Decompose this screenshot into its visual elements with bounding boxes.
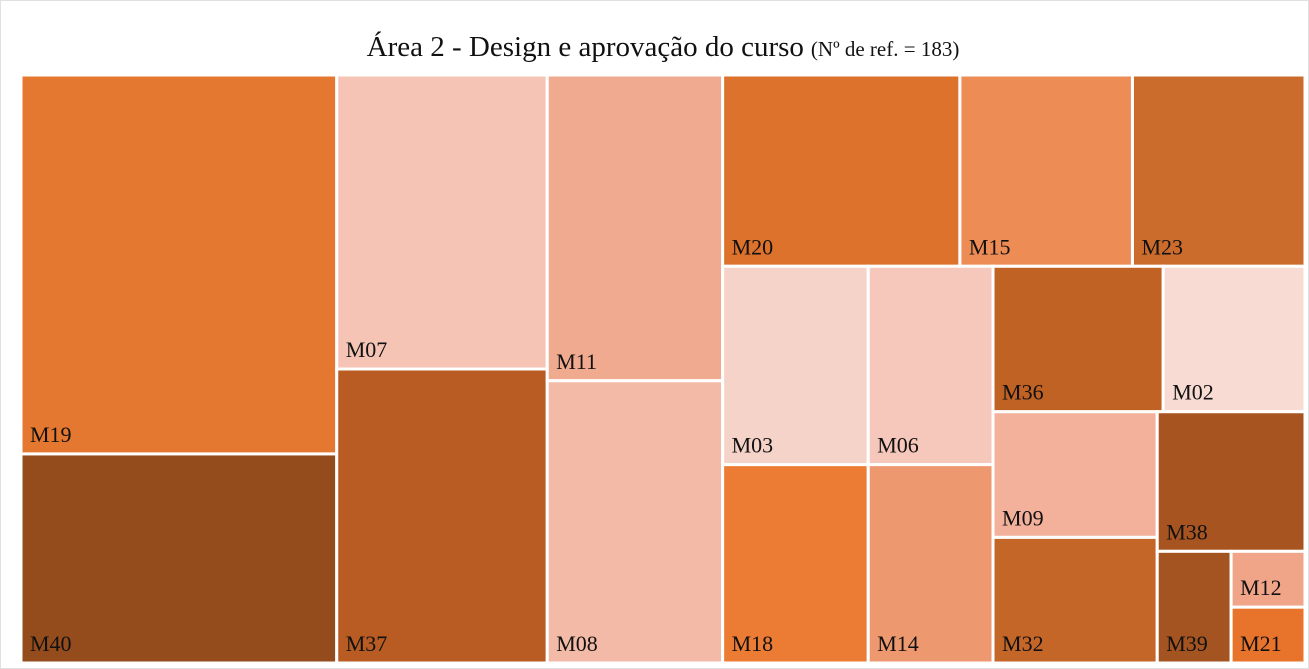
cell-label: M15 [969,234,1011,259]
cell-label: M21 [1240,631,1282,656]
cell-label: M11 [556,349,597,374]
chart-subtitle: (Nº de ref. = 183) [811,37,959,61]
cell-label: M36 [1002,380,1044,405]
treemap-cell [991,410,1159,539]
treemap-cell [866,264,995,467]
cell-label: M19 [30,422,72,447]
treemap-cell [545,73,725,383]
treemap-cell [958,73,1134,268]
cell-label: M20 [732,234,774,259]
cell-label: M08 [556,631,598,656]
cell-label: M38 [1166,519,1208,544]
chart-title-group: Área 2 - Design e aprovação do curso (Nº … [367,30,960,63]
cell-label: M02 [1172,380,1214,405]
treemap-cell [335,73,549,371]
treemap-cell [545,379,725,665]
cell-label: M07 [346,337,388,362]
cell-label: M37 [346,631,388,656]
treemap-cell [991,535,1159,665]
cell-label: M14 [877,631,919,656]
treemap-cell [1130,73,1307,268]
cell-label: M39 [1166,631,1208,656]
treemap-cell [866,463,995,665]
treemap-cell [1229,605,1307,665]
cell-label: M12 [1240,575,1282,600]
treemap-cell [991,264,1165,414]
cell-label: M40 [30,631,72,656]
cell-label: M06 [877,433,919,458]
treemap-cell [19,73,339,456]
chart-title: Área 2 - Design e aprovação do curso [367,30,804,63]
cell-label: M09 [1002,505,1044,530]
cell-label: M32 [1002,631,1044,656]
cell-label: M03 [732,433,774,458]
treemap-cell [1155,410,1307,553]
cell-label: M18 [732,631,774,656]
treemap-cell [721,264,870,467]
treemap-cell [721,463,870,665]
cell-label: M23 [1141,234,1183,259]
treemap-cell [1161,264,1307,414]
treemap-cell [1229,549,1307,609]
treemap-cell [335,367,549,665]
